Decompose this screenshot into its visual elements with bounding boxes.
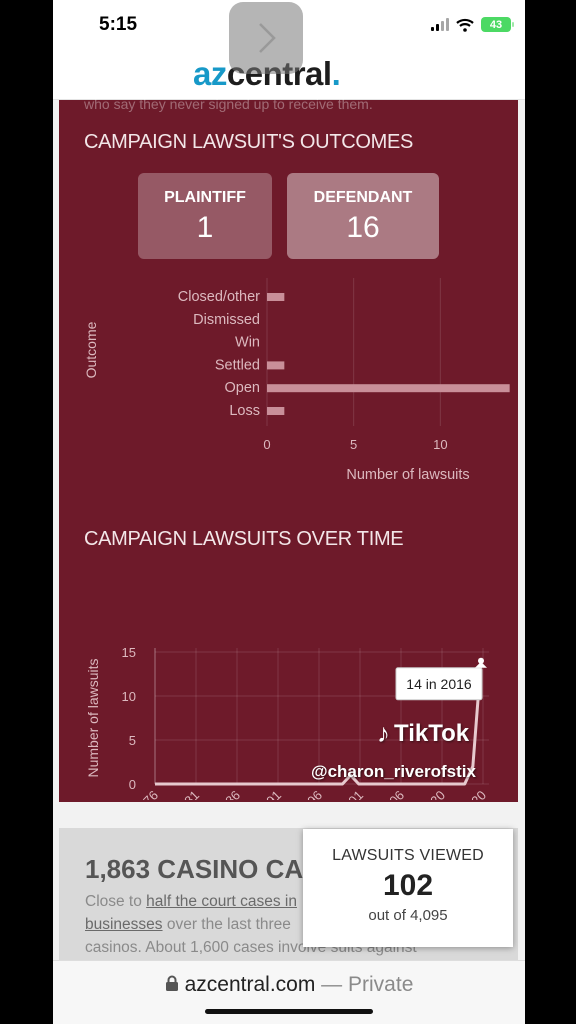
over-time-title: CAMPAIGN LAWSUITS OVER TIME [84,528,404,550]
line-y-axis-label: Number of lawsuits [85,658,101,777]
outcomes-title: CAMPAIGN LAWSUIT'S OUTCOMES [84,131,414,153]
status-time: 5:15 [99,14,138,35]
lawsuits-viewed-popup: LAWSUITS VIEWED 102 out of 4,095 [303,829,513,947]
court-cases-link[interactable]: half the court cases in [146,893,297,910]
defendant-value: 16 [346,211,380,244]
tiktok-note-icon: ♪ [377,718,390,748]
line-x-tick: 1986 [212,788,243,800]
line-tooltip: 14 in 2016 [395,661,487,701]
outcome-bar[interactable] [267,384,510,393]
tiktok-watermark: ♪ TikTok [377,718,469,749]
battery-icon: 43 [481,17,514,32]
status-icons: 43 [431,17,514,32]
viewed-total: out of 4,095 [368,907,448,924]
logo-dot: . [331,55,341,92]
lawsuits-panel: who say they never signed up to receive … [59,96,518,802]
bar-category-label: Win [235,335,260,351]
url-bar[interactable]: azcentral.com — Private [53,960,525,1024]
line-tooltip-text: 14 in 2016 [406,676,472,692]
defendant-label: DEFENDANT [313,189,413,206]
url-separator: — [315,973,349,996]
phone-screen: 5:15 43 azcentral. who say they never si… [53,0,525,1024]
plaintiff-label: PLAINTIFF [164,189,246,206]
bar-category-label: Dismissed [193,312,260,328]
bar-y-axis-label: Outcome [83,321,99,378]
plaintiff-value: 1 [196,211,214,244]
bar-x-tick: 10 [433,437,447,452]
outcomes-bar-chart: 051015Closed/otherDismissedWinSettledOpe… [83,278,510,483]
businesses-link[interactable]: businesses [85,916,163,933]
bar-category-label: Closed/other [178,289,260,305]
url-private-mode: Private [348,973,414,996]
tiktok-handle: @charon_riverofstix [311,762,476,781]
outcome-bar[interactable] [267,293,285,301]
outcome-bar[interactable] [267,407,285,415]
lawsuits-line[interactable] [155,660,483,786]
outcome-bar[interactable] [267,361,285,370]
line-x-tick: 20 [427,788,448,800]
bar-x-axis-label: Number of lawsuits [346,467,469,483]
line-x-tick: 1996 [294,788,325,800]
line-x-tick: 2001 [335,788,366,800]
bar-category-label: Settled [215,357,260,373]
line-y-tick: 5 [129,733,136,748]
line-x-tick: 1981 [171,788,202,800]
wifi-icon [456,18,474,32]
url-content[interactable]: azcentral.com — Private [53,973,525,997]
casino-heading: 1,863 CASINO CA [85,854,304,884]
line-x-tick: 1991 [253,788,284,800]
tiktok-brand: TikTok [394,719,470,747]
casino-body-pre: Close to [85,893,147,910]
logo-az: az [193,55,227,92]
chevron-right-icon [259,23,276,53]
line-x-tick: 20 [468,788,489,800]
overlay-forward-button[interactable] [229,2,303,74]
line-y-tick: 0 [129,777,136,792]
article-clipped-text: who say they never signed up to receive … [84,96,373,112]
bar-category-label: Open [225,380,260,396]
viewed-count: 102 [382,869,434,902]
signal-icon [431,18,449,31]
line-x-tick: 2006 [376,788,407,800]
line-y-tick: 15 [122,645,136,660]
line-y-tick: 10 [122,689,136,704]
bar-x-tick: 5 [350,437,357,452]
viewed-label: LAWSUITS VIEWED [332,847,484,864]
defendant-stat: DEFENDANT 16 [287,173,439,259]
plaintiff-stat: PLAINTIFF 1 [138,173,272,259]
casino-body-mid: over the last three [162,916,291,933]
home-indicator[interactable] [205,1009,373,1014]
over-time-line-chart: 0510151976198119861991199620012006202014… [85,645,489,800]
bar-x-tick: 0 [263,437,270,452]
line-point-2016[interactable] [478,657,484,664]
lock-icon [165,975,178,991]
bar-category-label: Loss [229,403,260,419]
site-header: azcentral. [53,50,525,100]
url-domain: azcentral.com [184,973,316,996]
